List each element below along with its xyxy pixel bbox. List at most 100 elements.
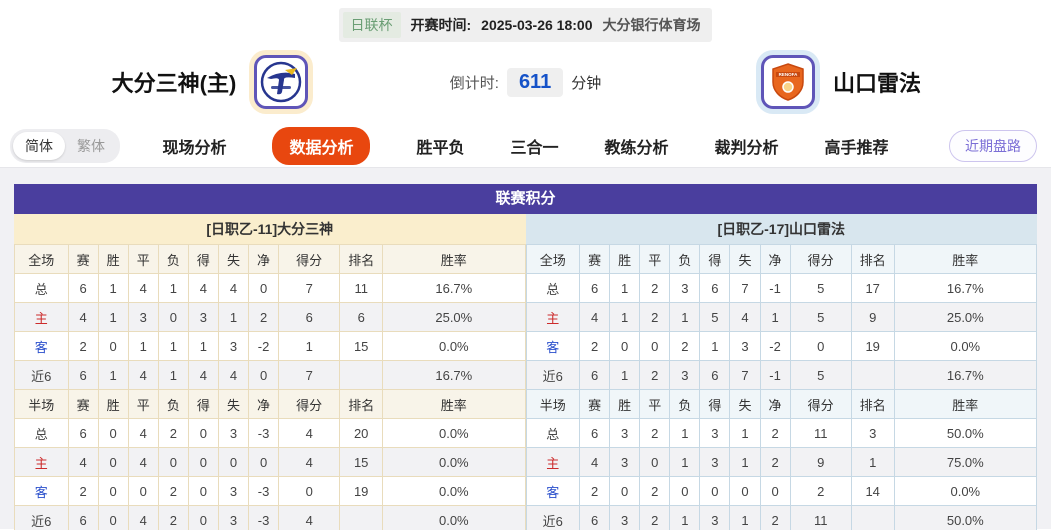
table-row: 近6 6 1 2 3 6 7 -1 5 16.7% [525,360,1038,390]
stat-cell: 6 [579,418,611,448]
stat-cell: 6 [67,360,99,390]
stat-cell: 0 [248,360,280,390]
stat-cell [850,505,895,530]
stat-cell: 6 [67,418,99,448]
stat-cell: 0 [609,331,641,361]
stat-cell: 5 [789,273,852,303]
stat-cell: -1 [759,273,791,303]
stat-cell: 6 [278,302,341,332]
stat-cell: 2 [789,476,852,506]
row-label: 总 [525,273,581,303]
stat-cell: 7 [278,273,341,303]
stat-cell: 4 [278,418,341,448]
column-header: 半场 [525,389,581,419]
stat-cell: 0 [157,302,189,332]
away-team-logo-icon: RENOFA [760,55,815,109]
stat-cell: 0 [97,331,129,361]
stat-cell: 11 [789,418,852,448]
column-header: 得分 [789,389,852,419]
tab-item[interactable]: 教练分析 [604,139,669,157]
column-header: 赛 [579,244,611,274]
stat-cell: 0.0% [893,476,1038,506]
stat-cell: 50.0% [893,418,1038,448]
league-badge: 日联杯 [342,12,401,38]
column-header: 失 [729,244,761,274]
row-label: 近6 [14,360,69,390]
column-header: 负 [669,389,701,419]
stat-cell: 16.7% [382,360,526,390]
stat-cell: -3 [248,418,280,448]
stat-cell: 1 [669,447,701,477]
column-header: 排名 [339,389,384,419]
language-toggle: 简体 繁体 [10,128,120,163]
stat-cell: 25.0% [893,302,1038,332]
column-header: 胜 [609,244,641,274]
match-header: 大分三神(主) 倒计时: 611 分钟 RENOFA 山口雷法 [0,40,1051,124]
lang-option-simplified[interactable]: 简体 [13,131,65,160]
stat-cell: 1 [97,302,129,332]
recent-trend-button[interactable]: 近期盘路 [949,129,1037,162]
stat-cell: 0 [97,418,129,448]
stat-cell: 0 [669,476,701,506]
tab-item[interactable]: 高手推荐 [824,139,889,157]
column-header-row: 全场赛胜平负得失净得分 排名 胜率 [525,244,1038,274]
stat-cell: 3 [609,418,641,448]
stat-cell [339,360,384,390]
stat-cell: 0 [187,505,219,530]
stat-cell: 25.0% [382,302,526,332]
row-label: 客 [14,331,69,361]
stat-cell: 3 [609,505,641,530]
stat-cell: -3 [248,505,280,530]
stat-cell: 0 [248,447,280,477]
tab-active[interactable]: 数据分析 [272,126,371,165]
stat-cell: 0 [217,447,250,477]
stat-cell: 1 [97,360,129,390]
tab-item[interactable]: 裁判分析 [714,139,779,157]
stat-cell [850,360,895,390]
stat-cell: 2 [759,418,791,448]
tab-item[interactable]: 胜平负 [416,139,465,157]
stat-cell: 11 [789,505,852,530]
table-row: 客 2 0 1 1 1 3 -2 1 15 0.0% [14,331,526,361]
stat-cell: 6 [339,302,384,332]
table-row: 近6 6 3 2 1 3 1 2 11 50.0% [525,505,1038,530]
stat-cell: 0 [97,476,129,506]
stat-cell: 0 [639,331,671,361]
stat-cell: 0 [157,447,189,477]
table-row: 总 6 0 4 2 0 3 -3 4 20 0.0% [14,418,526,448]
column-header: 失 [217,244,250,274]
column-header: 平 [127,244,159,274]
stat-cell: 4 [187,360,219,390]
lang-option-traditional[interactable]: 繁体 [77,137,105,154]
content-area: 联赛积分 [日职乙-11]大分三神 [日职乙-17]山口雷法 全场赛胜平负得失净… [0,168,1051,530]
stat-cell: 2 [669,331,701,361]
tab-item[interactable]: 现场分析 [162,139,227,157]
stat-cell: 75.0% [893,447,1038,477]
stat-cell: 2 [67,476,99,506]
column-header: 失 [217,389,250,419]
row-label: 总 [525,418,581,448]
table-row: 近6 6 1 4 1 4 4 0 7 16.7% [14,360,526,390]
column-header: 负 [157,244,189,274]
column-header: 排名 [850,244,895,274]
stat-cell: 16.7% [382,273,526,303]
table-row: 近6 6 0 4 2 0 3 -3 4 0.0% [14,505,526,530]
stat-cell: 2 [639,505,671,530]
venue: 大分银行体育场 [602,17,701,33]
stat-cell: 0.0% [382,447,526,477]
svg-text:RENOFA: RENOFA [779,72,799,77]
column-header: 得分 [789,244,852,274]
table-row: 总 6 1 2 3 6 7 -1 5 17 16.7% [525,273,1038,303]
row-label: 主 [14,447,69,477]
stat-cell: 0 [609,476,641,506]
stat-cell: 1 [157,331,189,361]
stat-cell: 19 [850,331,895,361]
column-header: 全场 [14,244,69,274]
stat-cell: 3 [669,273,701,303]
row-label: 近6 [525,505,581,530]
column-header: 得 [187,389,219,419]
column-header: 胜 [97,389,129,419]
stat-cell: 1 [850,447,895,477]
tab-item[interactable]: 三合一 [510,139,559,157]
table-row: 主 4 1 3 0 3 1 2 6 6 25.0% [14,302,526,332]
